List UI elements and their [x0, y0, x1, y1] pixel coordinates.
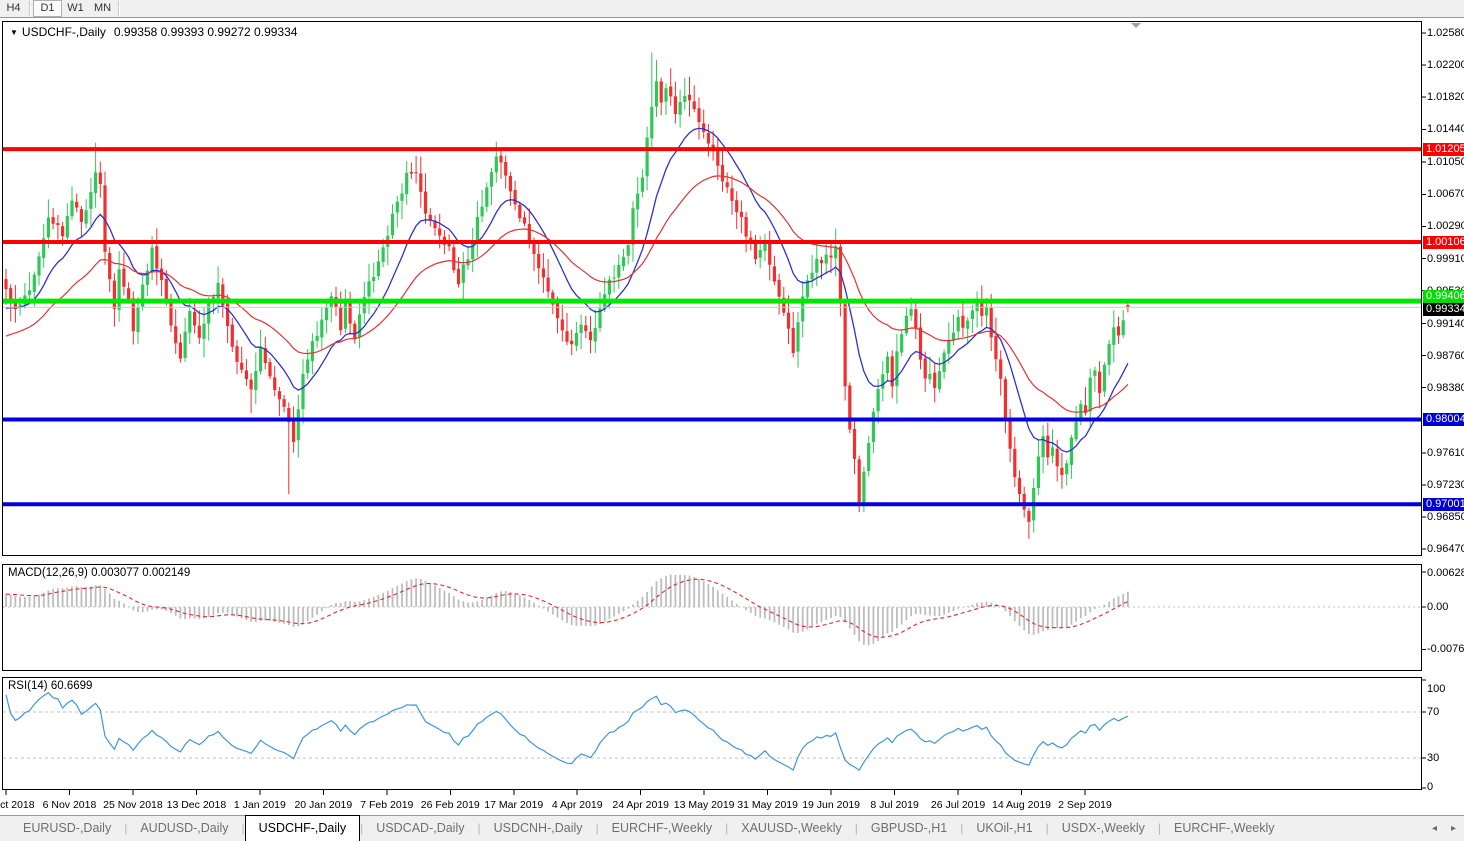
- chart-ohlc-quote: 0.99358 0.99393 0.99272 0.99334: [113, 25, 298, 39]
- tab-scroll-right-icon[interactable]: ▸: [1450, 823, 1456, 834]
- chart-tab-eurusd-daily[interactable]: EURUSD-,Daily: [23, 821, 112, 835]
- timeframe-button-mn[interactable]: MN: [93, 2, 112, 14]
- tab-separator: |: [725, 821, 729, 835]
- tab-separator: |: [854, 821, 858, 835]
- tab-separator: |: [595, 821, 599, 835]
- chart-symbol-title: USDCHF-,Daily: [21, 25, 106, 39]
- tab-separator: |: [477, 821, 481, 835]
- tab-separator: |: [360, 821, 364, 835]
- timeframe-button-h4[interactable]: H4: [6, 2, 21, 14]
- tab-separator: |: [1045, 821, 1049, 835]
- tab-scroll-arrows: ◂ ▸: [1432, 816, 1456, 841]
- macd-name: MACD(12,26,9): [8, 567, 88, 579]
- chart-tab-usdcnh-daily[interactable]: USDCNH-,Daily: [493, 821, 583, 835]
- tab-separator: |: [124, 821, 128, 835]
- chart-tab-eurchf-weekly[interactable]: EURCHF-,Weekly: [1174, 821, 1275, 835]
- rsi-value: 60.6699: [50, 680, 93, 692]
- chart-tab-usdx-weekly[interactable]: USDX-,Weekly: [1061, 821, 1145, 835]
- chart-dropdown-icon[interactable]: ▼: [10, 28, 18, 37]
- timeframe-button-w1[interactable]: W1: [67, 2, 84, 14]
- toolbar-separator: [29, 1, 31, 16]
- timeframe-button-d1[interactable]: D1: [33, 0, 62, 17]
- chart-tab-xauusd-weekly[interactable]: XAUUSD-,Weekly: [741, 821, 842, 835]
- chart-tabs: EURUSD-,Daily | AUDUSD-,Daily | USDCHF-,Dail…: [0, 815, 1288, 841]
- tab-separator: |: [960, 821, 964, 835]
- tab-scroll-left-icon[interactable]: ◂: [1431, 823, 1437, 834]
- tab-separator: |: [241, 821, 245, 835]
- tab-separator: |: [1157, 821, 1162, 835]
- chart-tab-usdcad-daily[interactable]: USDCAD-,Daily: [376, 821, 465, 835]
- chart-title-row: ▼ USDCHF-,Daily 0.99358 0.99393 0.99272 0.…: [10, 25, 297, 39]
- chart-tab-audusd-daily[interactable]: AUDUSD-,Daily: [140, 821, 229, 835]
- candlestick-chart[interactable]: [0, 0, 1464, 821]
- rsi-indicator-label: RSI(14) 60.6699: [8, 680, 92, 692]
- chart-tab-usdchf-daily[interactable]: USDCHF-,Daily: [244, 815, 361, 841]
- chart-tab-bar: EURUSD-,Daily | AUDUSD-,Daily | USDCHF-,Dail…: [0, 815, 1464, 841]
- macd-values: 0.003077 0.002149: [91, 567, 191, 579]
- chart-tab-eurchf-weekly[interactable]: EURCHF-,Weekly: [611, 821, 713, 835]
- chart-tab-gbpusd-h1[interactable]: GBPUSD-,H1: [870, 821, 948, 835]
- toolbar-separator: [118, 1, 120, 16]
- chart-tab-ukoil-h1[interactable]: UKOil-,H1: [976, 821, 1033, 835]
- rsi-name: RSI(14): [8, 680, 48, 692]
- timeframe-toolbar: H4 D1 W1 MN: [0, 0, 1464, 18]
- macd-indicator-label: MACD(12,26,9) 0.003077 0.002149: [8, 567, 190, 579]
